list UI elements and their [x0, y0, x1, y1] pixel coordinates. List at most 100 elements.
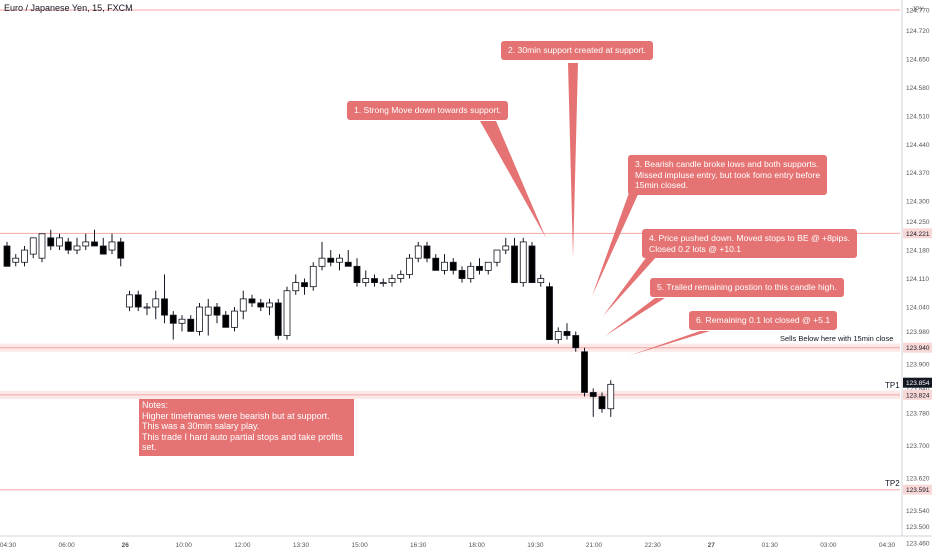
candle-body[interactable]: [423, 245, 431, 259]
candle-body[interactable]: [3, 245, 11, 267]
y-tick-label: 124.440: [906, 142, 930, 149]
candle-body[interactable]: [117, 241, 125, 259]
candle-body[interactable]: [108, 241, 116, 251]
candle-body[interactable]: [152, 298, 160, 308]
candle-body[interactable]: [178, 318, 186, 324]
candle-body[interactable]: [309, 265, 317, 288]
price-label-box: [903, 228, 932, 239]
candle-body[interactable]: [546, 286, 553, 340]
y-tick-label: 124.040: [906, 305, 930, 312]
y-tick-label: 124.510: [906, 113, 930, 120]
candle-body[interactable]: [607, 383, 615, 410]
x-tick-label: 26: [122, 542, 130, 549]
candle-body[interactable]: [318, 257, 326, 267]
candle-body[interactable]: [126, 294, 133, 308]
candle-body[interactable]: [161, 298, 168, 316]
candle-body[interactable]: [56, 237, 63, 247]
annotation-3[interactable]: 3. Bearish candle broke lows and both su…: [628, 155, 828, 195]
candle-body[interactable]: [511, 245, 518, 284]
y-tick-label: 124.110: [906, 276, 929, 283]
candle-body[interactable]: [397, 274, 405, 279]
y-tick-label: 123.980: [906, 329, 930, 336]
candle-body[interactable]: [572, 335, 580, 349]
candle-body[interactable]: [493, 249, 501, 263]
candle-body[interactable]: [353, 265, 361, 284]
price-label-box: [903, 342, 932, 353]
candle-body[interactable]: [12, 257, 20, 263]
candle-body[interactable]: [222, 314, 230, 328]
candle-body[interactable]: [519, 241, 527, 284]
candle-body[interactable]: [169, 314, 177, 324]
price-label: 123.591: [906, 487, 930, 494]
x-tick-label: 19:30: [527, 542, 544, 549]
candle-body[interactable]: [47, 237, 55, 247]
candle-body[interactable]: [292, 282, 300, 292]
x-tick-label: 04:30: [0, 542, 17, 549]
candle-body[interactable]: [21, 249, 28, 263]
candle-body[interactable]: [38, 233, 46, 259]
notes-box[interactable]: Notes: Higher timeframes were bearish bu…: [139, 399, 354, 456]
candle-body[interactable]: [432, 257, 440, 271]
candle-body[interactable]: [143, 306, 151, 309]
y-tick-label: 124.300: [906, 199, 930, 206]
candle-body[interactable]: [537, 278, 545, 284]
annotation-2[interactable]: 2. 30min support created at support.: [501, 41, 654, 60]
candle-body[interactable]: [301, 282, 308, 288]
candle-body[interactable]: [484, 261, 492, 271]
candle-body[interactable]: [64, 241, 72, 251]
candle-body[interactable]: [257, 302, 265, 308]
candle-body[interactable]: [248, 298, 256, 304]
x-tick-label: 12:00: [234, 542, 251, 549]
annotation-pointer: [605, 298, 665, 336]
candle-body[interactable]: [476, 265, 483, 271]
candle-body[interactable]: [598, 396, 606, 410]
candle-body[interactable]: [82, 241, 90, 247]
candle-body[interactable]: [449, 261, 457, 271]
candle-body[interactable]: [29, 237, 37, 255]
candle-body[interactable]: [589, 392, 597, 397]
candle-body[interactable]: [73, 245, 81, 251]
candle-body[interactable]: [388, 278, 396, 284]
candle-body[interactable]: [196, 306, 203, 332]
annotation-5[interactable]: 5. Trailed remaining postion to this can…: [650, 278, 844, 297]
candle-body[interactable]: [563, 331, 571, 336]
candle-body[interactable]: [266, 302, 273, 308]
candle-body[interactable]: [283, 290, 291, 336]
candle-body[interactable]: [99, 245, 107, 255]
y-tick-label: 123.900: [906, 361, 930, 368]
candle-body[interactable]: [204, 306, 212, 316]
candle-body[interactable]: [379, 282, 387, 285]
candle-body[interactable]: [134, 294, 142, 308]
candle-body[interactable]: [239, 298, 247, 312]
y-tick-label: 123.500: [906, 524, 930, 531]
x-tick-label: 16:30: [410, 542, 427, 549]
candle-body[interactable]: [528, 245, 536, 284]
price-label: 123.940: [906, 345, 930, 352]
candle-body[interactable]: [336, 257, 343, 263]
candle-body[interactable]: [581, 351, 588, 393]
candle-body[interactable]: [554, 331, 562, 340]
candle-body[interactable]: [441, 261, 448, 271]
candle-body[interactable]: [274, 302, 282, 336]
candle-body[interactable]: [213, 306, 221, 316]
candle-body[interactable]: [467, 265, 475, 279]
candle-body[interactable]: [187, 318, 195, 332]
candle-body[interactable]: [91, 241, 98, 247]
annotation-6[interactable]: 6. Remaining 0.1 lot closed @ +5.1: [689, 311, 838, 330]
annotation-1[interactable]: 1. Strong Move down towards support.: [347, 101, 509, 120]
annotation-4[interactable]: 4. Price pushed down. Moved stops to BE …: [642, 229, 858, 258]
candle-body[interactable]: [327, 257, 335, 263]
candle-body[interactable]: [406, 257, 413, 275]
candle-body[interactable]: [362, 278, 370, 284]
candle-body[interactable]: [414, 245, 422, 259]
price-label: 123.824: [906, 392, 930, 399]
candle-body[interactable]: [344, 261, 352, 267]
candle-body[interactable]: [371, 278, 378, 284]
candle-body[interactable]: [458, 269, 466, 279]
price-label-box: [903, 389, 932, 400]
x-tick-label: 13:30: [293, 542, 310, 549]
candle-body[interactable]: [502, 245, 510, 251]
candle-body[interactable]: [231, 310, 238, 328]
